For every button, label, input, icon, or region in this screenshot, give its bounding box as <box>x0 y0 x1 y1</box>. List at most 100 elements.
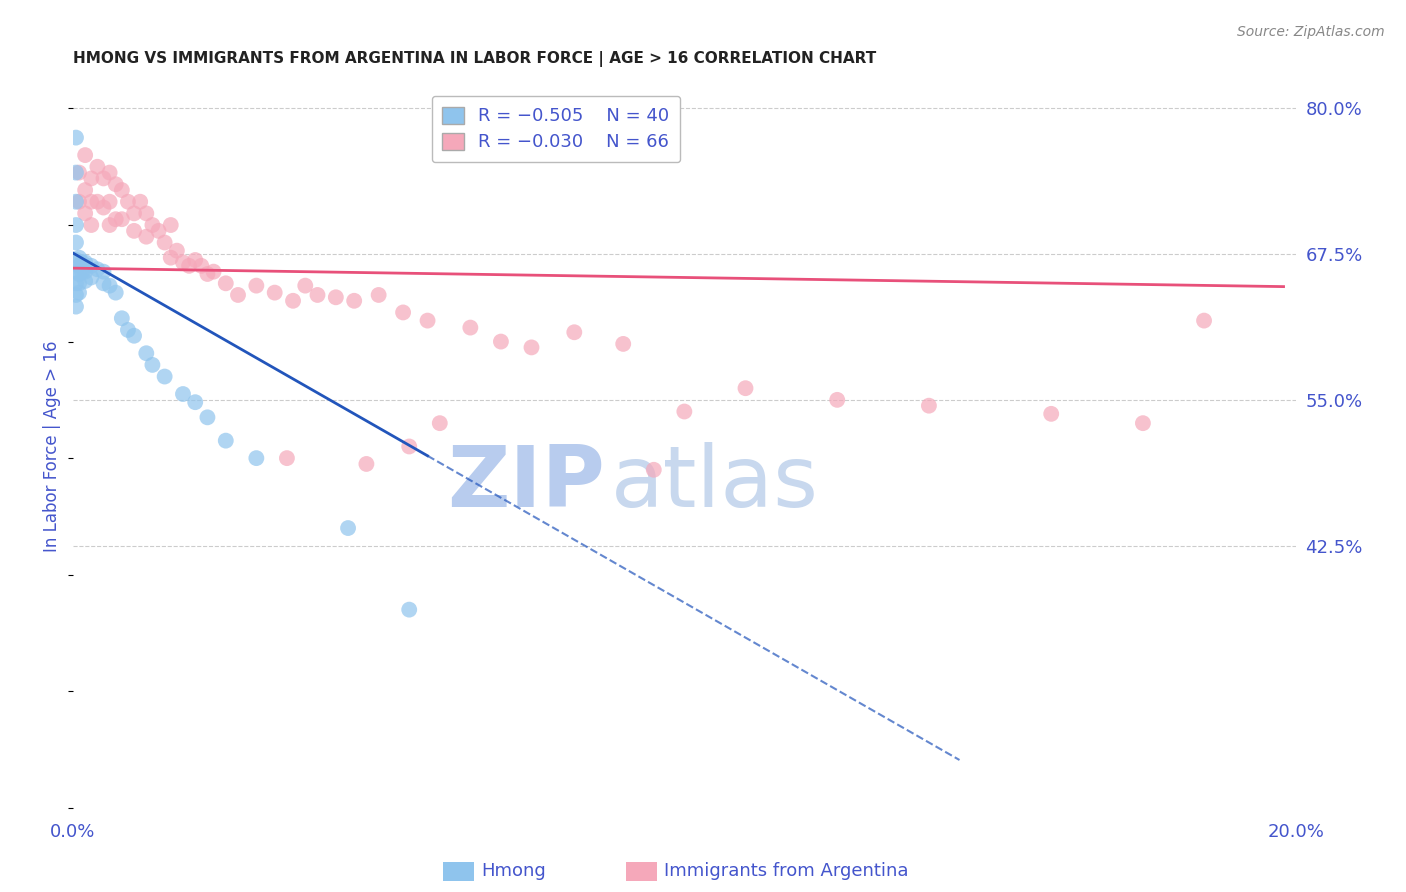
Y-axis label: In Labor Force | Age > 16: In Labor Force | Age > 16 <box>44 341 60 552</box>
Point <box>141 218 163 232</box>
Point <box>122 224 145 238</box>
Point <box>80 194 103 209</box>
Point <box>93 265 115 279</box>
Point <box>67 285 90 300</box>
Point <box>343 293 366 308</box>
Point <box>135 229 157 244</box>
Point <box>177 259 200 273</box>
Point <box>80 259 103 273</box>
Point <box>392 305 415 319</box>
Point <box>520 340 543 354</box>
Point <box>294 278 316 293</box>
Point <box>398 440 420 454</box>
Point <box>65 252 87 267</box>
Point <box>612 337 634 351</box>
Point <box>184 395 207 409</box>
Point <box>67 194 90 209</box>
Point <box>159 218 181 232</box>
Point <box>1040 407 1063 421</box>
Point <box>86 262 108 277</box>
Point <box>129 194 152 209</box>
Point <box>65 300 87 314</box>
Text: Immigrants from Argentina: Immigrants from Argentina <box>664 863 908 880</box>
Point <box>148 224 170 238</box>
Point <box>93 171 115 186</box>
Point <box>65 165 87 179</box>
Point <box>86 194 108 209</box>
Point <box>67 277 90 291</box>
Text: ZIP: ZIP <box>447 442 605 524</box>
Point <box>172 387 194 401</box>
Point <box>67 165 90 179</box>
Point <box>398 602 420 616</box>
Point <box>111 183 134 197</box>
Point <box>673 404 696 418</box>
Point <box>65 265 87 279</box>
Point <box>75 255 97 269</box>
Point <box>245 278 267 293</box>
Point <box>307 288 329 302</box>
Point <box>918 399 941 413</box>
Point <box>166 244 188 258</box>
Point <box>98 218 121 232</box>
Point <box>197 267 219 281</box>
Point <box>111 311 134 326</box>
Point <box>135 346 157 360</box>
Point <box>276 451 298 466</box>
Point <box>93 277 115 291</box>
Point <box>65 194 87 209</box>
Point <box>159 251 181 265</box>
Point <box>65 288 87 302</box>
Point <box>86 160 108 174</box>
Point <box>172 255 194 269</box>
Point <box>65 235 87 250</box>
Point <box>65 130 87 145</box>
Point <box>75 183 97 197</box>
Point <box>98 165 121 179</box>
Point <box>135 206 157 220</box>
Point <box>281 293 304 308</box>
Point <box>122 328 145 343</box>
Text: Source: ZipAtlas.com: Source: ZipAtlas.com <box>1237 25 1385 39</box>
Point <box>337 521 360 535</box>
Point <box>215 277 238 291</box>
Point <box>117 194 139 209</box>
Point <box>75 148 97 162</box>
Point <box>215 434 238 448</box>
Point <box>325 290 347 304</box>
Point <box>75 274 97 288</box>
Legend: R = −0.505    N = 40, R = −0.030    N = 66: R = −0.505 N = 40, R = −0.030 N = 66 <box>432 95 681 162</box>
Point <box>263 285 285 300</box>
Point <box>111 212 134 227</box>
Point <box>80 171 103 186</box>
Text: Hmong: Hmong <box>481 863 546 880</box>
Point <box>1132 416 1154 430</box>
Point <box>429 416 451 430</box>
Point <box>367 288 389 302</box>
Point <box>190 259 212 273</box>
Point <box>104 212 127 227</box>
Point <box>356 457 378 471</box>
Point <box>117 323 139 337</box>
Point <box>562 325 585 339</box>
Point <box>245 451 267 466</box>
Point <box>153 369 176 384</box>
Point <box>734 381 756 395</box>
Point <box>489 334 512 349</box>
Point <box>226 288 249 302</box>
Point <box>460 320 482 334</box>
Point <box>67 267 90 281</box>
Point <box>98 278 121 293</box>
Point <box>70 265 93 279</box>
Point <box>75 206 97 220</box>
Point <box>75 265 97 279</box>
Text: HMONG VS IMMIGRANTS FROM ARGENTINA IN LABOR FORCE | AGE > 16 CORRELATION CHART: HMONG VS IMMIGRANTS FROM ARGENTINA IN LA… <box>73 51 876 67</box>
Point <box>104 285 127 300</box>
Point <box>98 194 121 209</box>
Point <box>80 270 103 285</box>
Point <box>70 255 93 269</box>
Text: atlas: atlas <box>612 442 818 524</box>
Point <box>65 277 87 291</box>
Point <box>104 178 127 192</box>
Point <box>141 358 163 372</box>
